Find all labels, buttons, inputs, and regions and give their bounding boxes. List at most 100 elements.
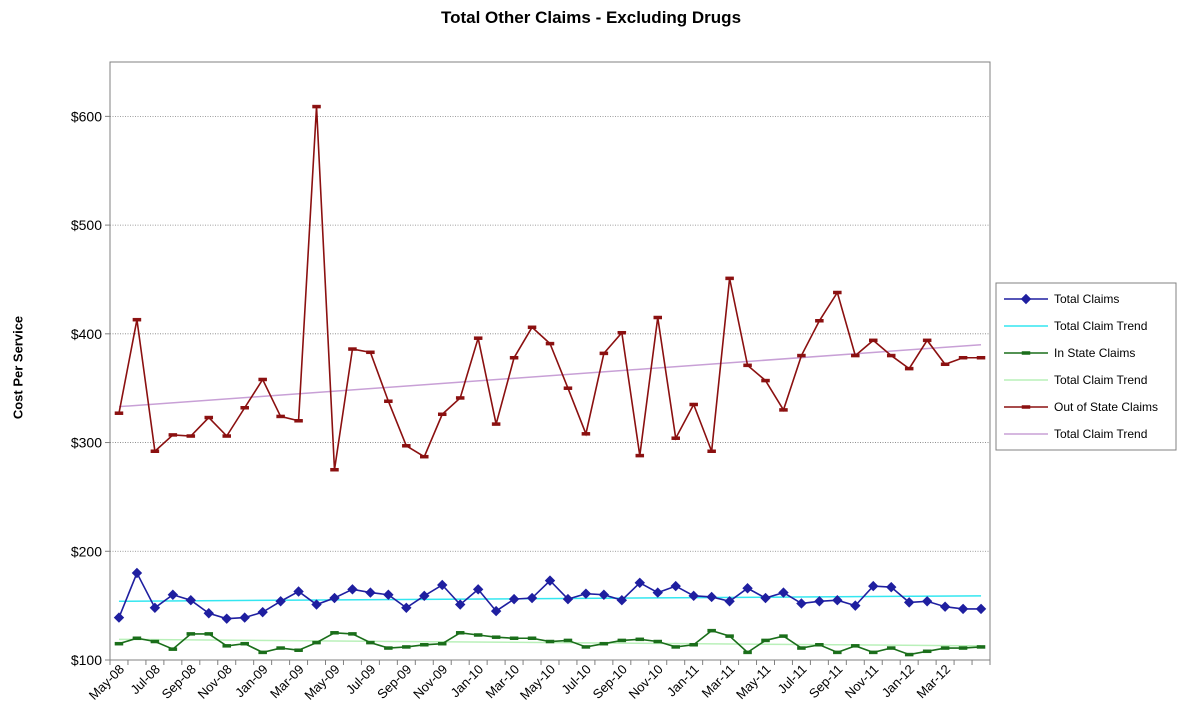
x-tick-label: Mar-09: [267, 662, 307, 702]
x-tick-label: Nov-08: [195, 662, 235, 702]
data-point: [186, 632, 196, 636]
data-point: [294, 648, 303, 652]
data-point: [222, 434, 231, 438]
legend-label: Total Claim Trend: [1054, 373, 1147, 387]
series-0: [113, 567, 987, 624]
data-point: [347, 584, 358, 595]
data-point: [472, 584, 484, 595]
data-point: [975, 603, 987, 615]
data-point: [761, 638, 770, 643]
x-tick-label: Jul-10: [558, 662, 594, 698]
data-point: [957, 603, 969, 615]
data-point: [761, 378, 770, 383]
data-point: [276, 414, 285, 419]
data-point: [185, 594, 197, 606]
y-tick-label: $500: [71, 217, 102, 233]
data-point: [420, 643, 429, 647]
data-point: [437, 412, 447, 417]
data-point: [329, 592, 340, 604]
data-point: [724, 596, 735, 607]
data-point: [167, 589, 179, 600]
data-point: [491, 635, 501, 639]
data-point: [563, 638, 573, 643]
data-point: [330, 631, 339, 635]
data-point: [886, 581, 897, 593]
x-tick-label: Sep-09: [374, 662, 414, 702]
data-point: [815, 319, 824, 323]
data-point: [132, 636, 142, 641]
data-point: [437, 579, 448, 591]
data-point: [743, 650, 752, 655]
data-point: [689, 643, 698, 647]
data-point: [779, 634, 788, 638]
data-point: [508, 593, 520, 605]
data-point: [581, 432, 591, 436]
data-point: [131, 567, 143, 579]
data-point: [258, 377, 267, 382]
data-point: [455, 396, 465, 400]
data-point: [240, 406, 249, 410]
x-tick-label: May-11: [733, 662, 774, 703]
data-point: [168, 647, 178, 651]
data-point: [455, 631, 465, 635]
x-axis-ticks: May-08 Jul-08Sep-08Nov-08Jan-09Mar-09May-…: [86, 660, 991, 703]
data-point: [149, 602, 161, 614]
legend-label: In State Claims: [1054, 346, 1135, 360]
data-point: [186, 434, 196, 438]
data-point: [366, 640, 375, 645]
legend: Total Claims Total Claim Trend In State Cl…: [995, 282, 1177, 451]
data-point: [652, 587, 663, 598]
data-point: [797, 353, 806, 358]
data-point: [330, 467, 339, 472]
data-point: [940, 646, 950, 650]
data-point: [294, 419, 303, 423]
data-point: [563, 386, 573, 390]
x-tick-label: May-09: [301, 662, 342, 703]
data-point: [671, 436, 680, 440]
data-point: [796, 598, 807, 609]
data-point: [689, 402, 698, 407]
data-point: [275, 596, 286, 607]
x-tick-label: Sep-10: [590, 662, 630, 702]
data-point: [921, 596, 933, 607]
data-point: [293, 586, 304, 597]
data-point: [473, 336, 483, 340]
grid-lines: [110, 115, 990, 552]
x-tick-label: Jul-11: [775, 662, 810, 697]
data-point: [258, 650, 267, 655]
data-point: [150, 639, 160, 644]
data-point: [742, 583, 753, 594]
x-tick-label: Jan-09: [232, 662, 271, 701]
data-point: [384, 646, 393, 650]
data-point: [366, 350, 375, 355]
data-point: [132, 317, 142, 322]
y-axis-ticks: $100 $200 $300 $400 $500 $600: [71, 108, 110, 668]
data-point: [348, 632, 357, 636]
data-point: [580, 588, 592, 599]
data-point: [670, 580, 681, 592]
data-point: [617, 638, 627, 643]
data-point: [707, 628, 716, 633]
series-lines: [113, 104, 987, 657]
data-point: [473, 633, 483, 637]
legend-label: Total Claim Trend: [1054, 427, 1147, 441]
data-point: [671, 645, 680, 649]
data-point: [869, 338, 878, 343]
data-point: [527, 636, 537, 641]
data-point: [203, 608, 214, 619]
data-point: [420, 454, 429, 459]
y-tick-label: $600: [71, 108, 102, 124]
data-point: [527, 325, 537, 330]
data-point: [402, 444, 411, 448]
data-point: [562, 593, 574, 605]
data-point: [851, 644, 860, 648]
data-point: [114, 641, 124, 646]
data-point: [204, 415, 214, 420]
legend-item: Total Claim Trend: [1004, 319, 1147, 333]
data-point: [743, 363, 752, 368]
x-tick-label: Nov-10: [626, 662, 666, 702]
legend-item: Out of State Claims: [1004, 400, 1158, 414]
data-point: [886, 353, 896, 358]
data-point: [976, 355, 986, 360]
data-point: [922, 649, 932, 654]
